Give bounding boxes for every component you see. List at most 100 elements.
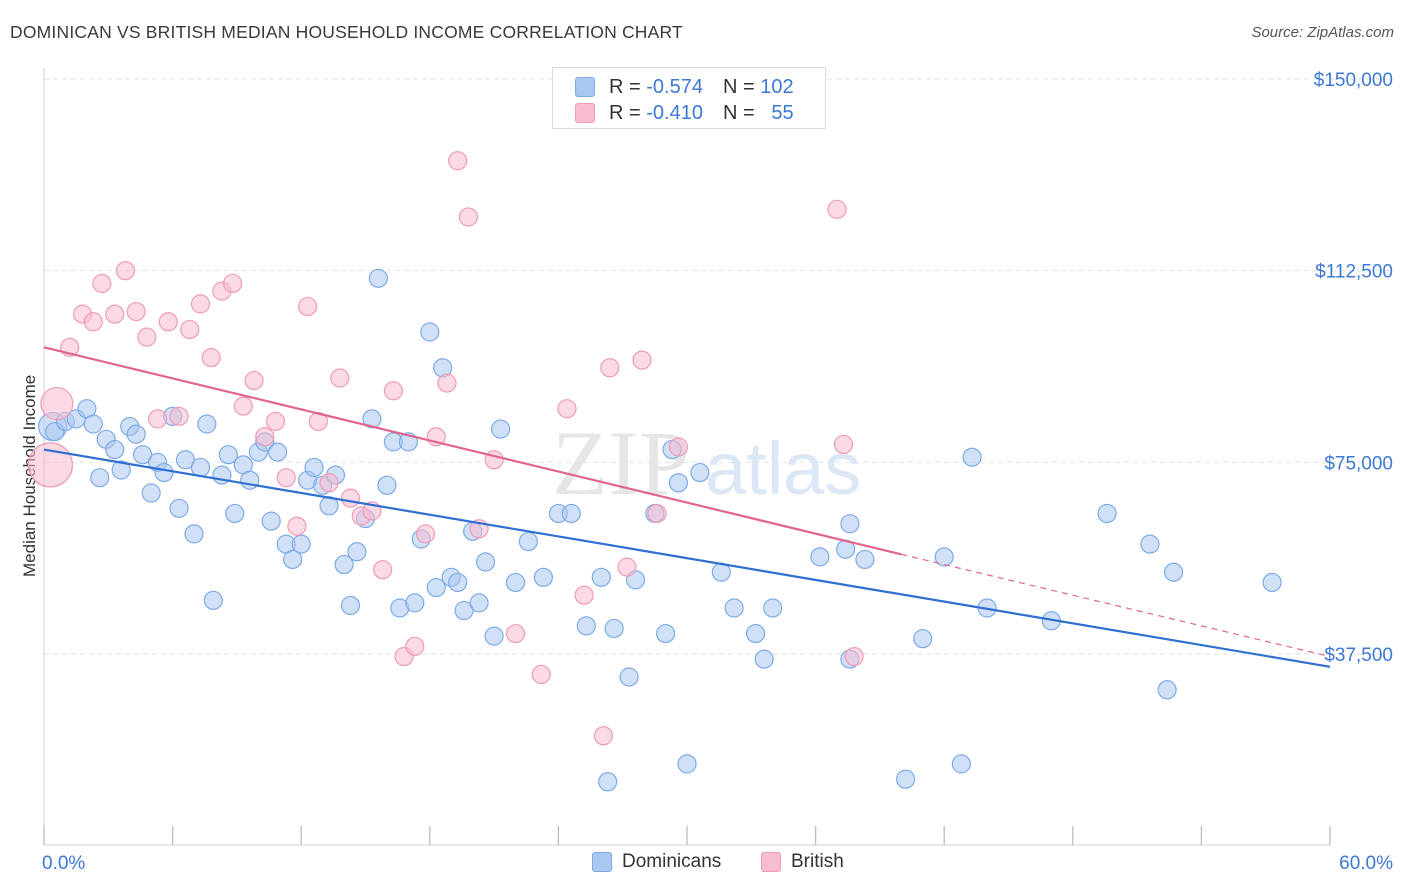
british-point: [233, 396, 253, 416]
british-point: [83, 312, 103, 332]
british-swatch: [575, 103, 595, 123]
dominicans-point: [690, 462, 710, 483]
dominicans-point: [154, 462, 174, 483]
british-point: [415, 524, 436, 544]
n-label: N =: [722, 101, 755, 124]
y-tick-label: $75,000: [1324, 453, 1393, 474]
dominicans-point: [291, 534, 311, 554]
series-legend: Dominicans British: [0, 851, 1406, 877]
british-point: [27, 442, 74, 488]
dominicans-point: [598, 772, 618, 792]
dominicans-swatch: [575, 77, 595, 97]
x-tick-label: 60.0%: [1339, 853, 1393, 874]
british-point: [244, 370, 264, 391]
dominicans-point: [913, 629, 933, 649]
dominicans-point: [840, 514, 860, 534]
british-point: [276, 468, 296, 488]
n-value: 55: [771, 101, 794, 124]
dominicans-point: [132, 445, 153, 465]
r-label: R =: [609, 101, 641, 124]
british-point: [115, 261, 136, 281]
dominicans-point: [951, 754, 971, 774]
chart-title: DOMINICAN VS BRITISH MEDIAN HOUSEHOLD IN…: [10, 22, 683, 42]
dominicans-point: [426, 577, 446, 598]
british-point: [833, 434, 854, 455]
dominicans-point: [377, 475, 397, 495]
british-point: [668, 437, 689, 457]
legend-item-dominicans[interactable]: Dominicans: [592, 851, 721, 873]
dominicans-point: [1157, 680, 1177, 700]
dominicans-point: [448, 572, 468, 593]
dominicans-point: [810, 547, 830, 567]
british-point: [298, 296, 318, 317]
british-point: [405, 636, 425, 656]
r-label: R =: [609, 75, 641, 98]
dominicans-point: [855, 549, 875, 570]
dominicans-points: [37, 268, 1282, 792]
dominicans-point: [268, 442, 288, 462]
dominicans-point: [347, 542, 367, 562]
british-point: [448, 151, 468, 171]
dominicans-point: [896, 769, 916, 789]
dominicans-point: [475, 552, 496, 572]
british-swatch: [761, 852, 781, 872]
y-tick-label: $112,500: [1315, 262, 1393, 283]
r-value: -0.410: [646, 101, 703, 124]
dominicans-point: [454, 600, 474, 621]
dominicans-point: [1097, 503, 1117, 524]
british-point: [158, 312, 178, 332]
british-trend-extension: [901, 553, 1331, 658]
dominicans-point: [490, 419, 511, 439]
dominicans-point: [175, 450, 196, 470]
british-point: [319, 473, 339, 493]
british-point: [255, 427, 275, 447]
dominicans-point: [190, 457, 211, 478]
british-point: [180, 319, 200, 340]
dominicans-point: [677, 754, 697, 774]
dominicans-point: [763, 598, 783, 618]
dominicans-point: [505, 572, 526, 593]
dominicans-point: [934, 547, 954, 567]
dominicans-point: [518, 531, 538, 552]
british-point: [330, 368, 350, 388]
british-point: [373, 560, 393, 580]
dominicans-point: [405, 593, 425, 613]
dominicans-point: [126, 424, 146, 444]
legend-label-dominicans: Dominicans: [622, 851, 722, 872]
dominicans-point: [240, 470, 260, 490]
british-point: [105, 304, 125, 324]
british-point: [632, 350, 652, 370]
british-point: [647, 503, 667, 524]
dominicans-point: [484, 626, 504, 646]
british-point: [531, 664, 551, 685]
british-point: [223, 273, 243, 294]
legend-row-british: R = -0.410 N = 55: [575, 101, 794, 125]
dominicans-point: [225, 503, 245, 524]
dominicans-point: [90, 468, 110, 488]
n-label: N =: [722, 75, 755, 98]
dominicans-swatch: [592, 852, 612, 872]
x-tick-label: 0.0%: [42, 853, 85, 874]
tick-labels: $37,500 $75,000 $112,500 $150,000 0.0% 60.0%: [42, 70, 1393, 874]
british-point: [92, 273, 112, 294]
dominicans-point: [141, 483, 161, 503]
dominicans-point: [619, 667, 639, 687]
dominicans-point: [561, 503, 581, 524]
british-point: [287, 516, 307, 536]
y-tick-label: $150,000: [1314, 70, 1393, 91]
dominicans-point: [283, 549, 303, 570]
british-point: [265, 411, 286, 432]
dominicans-point: [962, 447, 982, 467]
dominicans-point: [203, 590, 223, 610]
dominicans-point: [169, 498, 189, 518]
dominicans-point: [655, 623, 676, 644]
british-point: [505, 623, 526, 644]
british-point: [844, 646, 864, 667]
british-point: [827, 199, 847, 219]
n-value: 102: [760, 75, 794, 98]
legend-item-british[interactable]: British: [761, 851, 844, 873]
dominicans-point: [724, 598, 744, 618]
british-point: [437, 373, 457, 393]
dominicans-point: [591, 567, 611, 587]
dominicans-point: [1262, 572, 1282, 593]
